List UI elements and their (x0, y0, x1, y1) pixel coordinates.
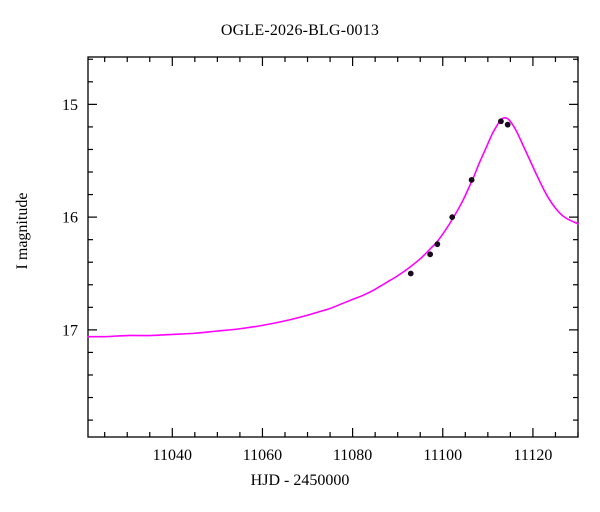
model-curve (87, 117, 579, 338)
x-tick-label: 11060 (243, 447, 282, 464)
data-point (468, 177, 475, 183)
data-point (434, 241, 441, 248)
x-tick-label: 11100 (423, 447, 462, 464)
data-point (504, 121, 511, 128)
x-tick-label: 11080 (333, 447, 372, 464)
data-point (449, 214, 456, 221)
data-point (427, 251, 434, 258)
y-tick-label: 17 (62, 322, 78, 339)
y-tick-label: 15 (62, 97, 78, 114)
x-axis-label: HJD - 2450000 (250, 472, 350, 489)
y-tick-label: 16 (62, 210, 78, 227)
data-point (407, 270, 414, 277)
axis-frame (87, 56, 579, 438)
x-tick-label: 11120 (514, 447, 553, 464)
data-point (498, 118, 504, 125)
plot-area: 11040 11060 11080 11100 11120 15 16 17 (62, 56, 579, 464)
page-title: OGLE-2026-BLG-0013 (220, 22, 380, 39)
x-tick-label: 11040 (153, 447, 192, 464)
